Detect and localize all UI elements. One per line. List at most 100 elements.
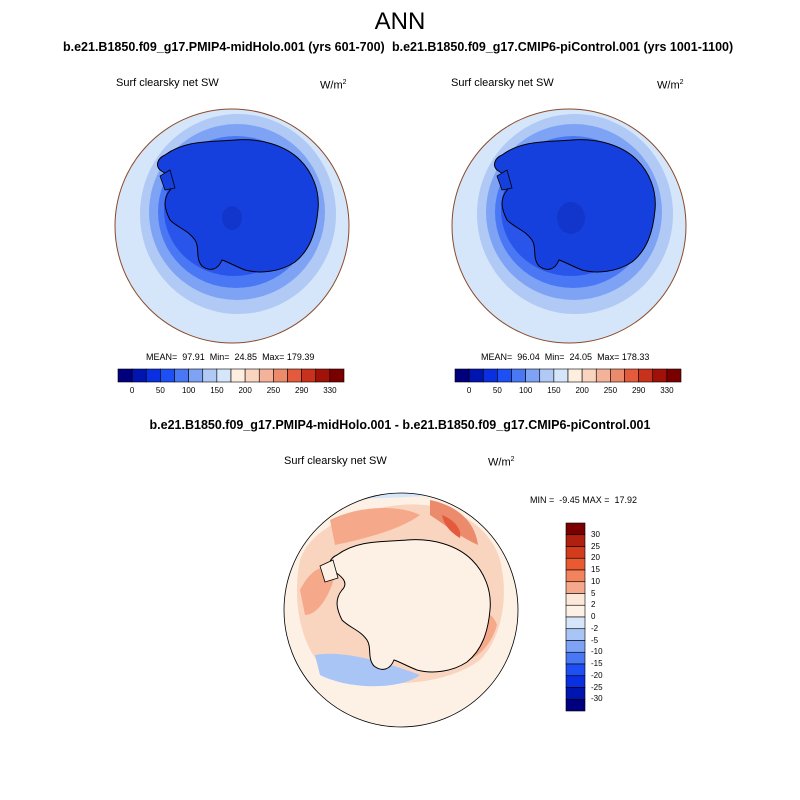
- panel1-colorbar-box: [131, 368, 147, 383]
- panel2-colorbar-tick-label: 330: [660, 386, 674, 395]
- panel2-colorbar-box: [553, 368, 569, 383]
- diff-colorbar-tick-label: -15: [591, 659, 603, 668]
- diff-variable-label: Surf clearsky net SW: [284, 455, 387, 467]
- diff-colorbar-box: [565, 628, 586, 641]
- panel1-colorbar-tick-label: 0: [129, 386, 135, 395]
- panel1-map: [115, 109, 349, 343]
- panel1-colorbar-tick-label: 100: [181, 386, 196, 395]
- panel2-stats: MEAN= 96.04 Min= 24.05 Max= 178.33: [481, 352, 650, 362]
- diff-stats: MIN = -9.45 MAX = 17.92: [530, 495, 638, 505]
- diff-colorbar-tick-label: 25: [591, 541, 600, 551]
- panel2-colorbar: [454, 368, 682, 383]
- diff-colorbar-box: [565, 616, 586, 630]
- panel1-colorbar-box: [301, 368, 317, 383]
- panel2-colorbar-box: [511, 368, 526, 383]
- diff-colorbar-box: [565, 651, 586, 665]
- diff-patch-north: [330, 508, 420, 545]
- panel2-colorbar-tick-label: 150: [547, 386, 561, 395]
- diff-case-title: b.e21.B1850.f09_g17.PMIP4-midHolo.001 - …: [149, 418, 651, 432]
- diff-colorbar-box: [565, 534, 586, 547]
- panel1-variable-label: Surf clearsky net SW: [116, 77, 219, 89]
- panel2-colorbar-tick-label: 200: [575, 386, 589, 395]
- panel2-colorbar-box: [652, 368, 668, 383]
- panel2-units: W/m2: [657, 79, 684, 92]
- panel1-stats: MEAN= 97.91 Min= 24.85 Max= 179.39: [146, 352, 315, 362]
- panel1-colorbar-box: [160, 368, 175, 383]
- diff-map-border: [283, 492, 519, 728]
- panel2-colorbar-tick-label: 50: [492, 386, 502, 395]
- panel1-map-border: [114, 108, 350, 344]
- panel1-colorbar-tick-label: 50: [155, 386, 165, 395]
- diff-units: W/m2: [488, 456, 515, 469]
- diff-colorbar-box: [565, 581, 586, 594]
- panel1-colorbar-tick-label: 200: [238, 386, 252, 395]
- panel1-colorbar-box: [258, 368, 274, 383]
- diff-patch-ne-max: [442, 515, 461, 538]
- diff-colorbar-tick-label: -25: [591, 682, 603, 692]
- diff-colorbar-tick-label: 20: [591, 553, 600, 563]
- panel2-colorbar-box: [610, 368, 625, 383]
- diff-colorbar-box: [565, 569, 586, 583]
- panel1-case-title: b.e21.B1850.f09_g17.PMIP4-midHolo.001 (y…: [63, 40, 385, 54]
- diff-colorbar-box: [565, 675, 586, 688]
- diff-map: [284, 493, 518, 727]
- panel2-colorbar-box: [638, 368, 654, 383]
- diff-colorbar-box: [565, 698, 586, 712]
- diff-colorbar-tick-label: -30: [591, 694, 603, 704]
- diff-peninsula: [319, 559, 339, 583]
- panel2-colorbar-box: [581, 368, 597, 383]
- panel2-colorbar-box: [539, 368, 555, 383]
- diff-colorbar-box: [565, 546, 586, 559]
- diff-colorbar-box: [565, 593, 586, 606]
- panel1-colorbar-box: [145, 368, 161, 383]
- panel2-colorbar-box: [454, 368, 470, 383]
- panel1-colorbar-box: [174, 368, 189, 383]
- panel2-map-border: [451, 108, 687, 344]
- panel1-colorbar-box: [287, 368, 302, 383]
- panel2-colorbar-box: [525, 368, 541, 383]
- panel2-colorbar-box: [482, 368, 498, 383]
- panel1-colorbar-box: [202, 368, 218, 383]
- diff-colorbar-tick-label: -10: [591, 647, 603, 657]
- panel2-colorbar-box: [567, 368, 583, 383]
- diff-colorbar-box: [565, 557, 586, 571]
- panel2-peninsula: [496, 169, 513, 191]
- panel2-colorbar-tick-label: 0: [466, 386, 472, 395]
- panel1-dome: [222, 206, 242, 230]
- panel1-colorbar-tick-label: 150: [210, 386, 224, 395]
- diff-colorbar-box: [565, 522, 586, 536]
- diff-colorbar: [565, 522, 586, 712]
- diff-patch-south-negative: [315, 653, 420, 687]
- panel1-colorbar-box: [273, 368, 288, 383]
- panel1-colorbar-box: [329, 368, 345, 383]
- diff-colorbar-box: [565, 663, 586, 677]
- diff-colorbar-box: [565, 687, 586, 700]
- diff-colorbar-tick-label: -20: [591, 670, 603, 680]
- panel1-colorbar-box: [244, 368, 260, 383]
- diff-colorbar-tick-label: 30: [591, 529, 600, 539]
- panel2-colorbar-tick-label: 290: [631, 386, 646, 395]
- panel2-colorbar-tick-label: 100: [518, 386, 533, 395]
- panel2-colorbar-box: [666, 368, 682, 383]
- diff-colorbar-tick-label: 2: [591, 600, 596, 610]
- figure-title: ANN: [374, 8, 426, 35]
- panel1-units: W/m2: [320, 79, 347, 92]
- panel1-colorbar-box: [117, 368, 133, 383]
- panel2-map: [452, 109, 686, 343]
- panel1-colorbar-tick-label: 250: [266, 386, 281, 395]
- panel2-colorbar-box: [497, 368, 512, 383]
- diff-colorbar-tick-label: -2: [591, 623, 599, 633]
- panel2-colorbar-box: [595, 368, 611, 383]
- panel2-variable-label: Surf clearsky net SW: [451, 77, 554, 89]
- panel1-colorbar-tick-label: 290: [294, 386, 309, 395]
- panel1-colorbar-box: [188, 368, 204, 383]
- panel2-colorbar-tick-label: 250: [603, 386, 618, 395]
- panel2-case-title: b.e21.B1850.f09_g17.CMIP6-piControl.001 …: [392, 40, 734, 54]
- panel1-peninsula: [159, 169, 176, 191]
- panel2-colorbar-box: [624, 368, 639, 383]
- diff-colorbar-tick-label: 10: [591, 576, 600, 586]
- diff-colorbar-tick-label: 5: [591, 588, 596, 598]
- panel1-colorbar: [117, 368, 345, 383]
- panel2-dome: [557, 202, 585, 234]
